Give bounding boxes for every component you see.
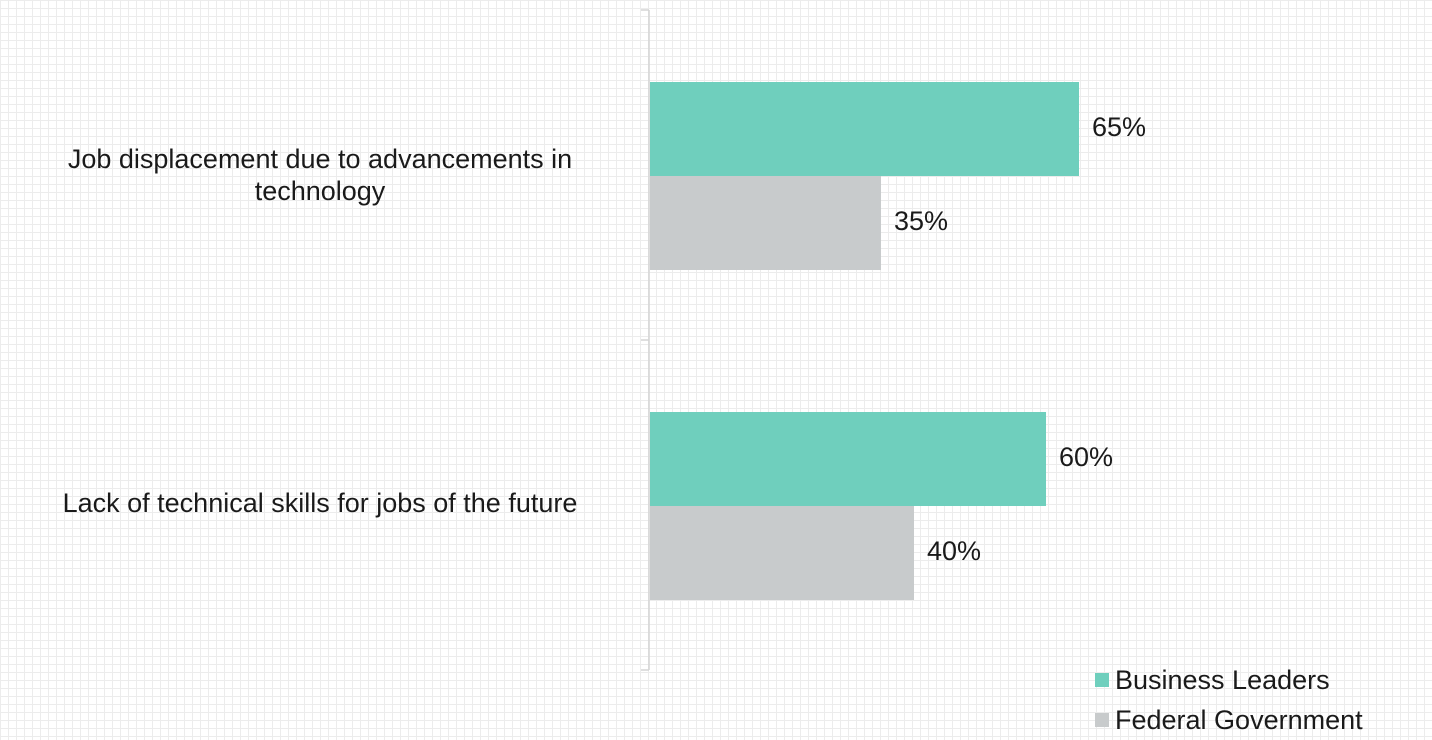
legend: Business Leaders Federal Government: [1095, 660, 1363, 740]
bar: [650, 506, 914, 600]
legend-swatch: [1095, 673, 1109, 687]
data-label: 40%: [927, 536, 982, 566]
bar: [650, 82, 1079, 176]
data-label: 65%: [1092, 112, 1147, 142]
legend-item: Federal Government: [1095, 700, 1363, 740]
bar: [650, 176, 881, 270]
legend-label: Federal Government: [1115, 704, 1363, 735]
category-label: Job displacement due to advancements in …: [67, 144, 573, 206]
bar: [650, 412, 1046, 506]
data-label: 35%: [894, 206, 949, 236]
data-label: 60%: [1059, 442, 1114, 472]
category-label: Lack of technical skills for jobs of the…: [62, 488, 578, 518]
legend-item: Business Leaders: [1095, 660, 1363, 700]
legend-label: Business Leaders: [1115, 664, 1330, 695]
legend-swatch: [1095, 713, 1109, 727]
